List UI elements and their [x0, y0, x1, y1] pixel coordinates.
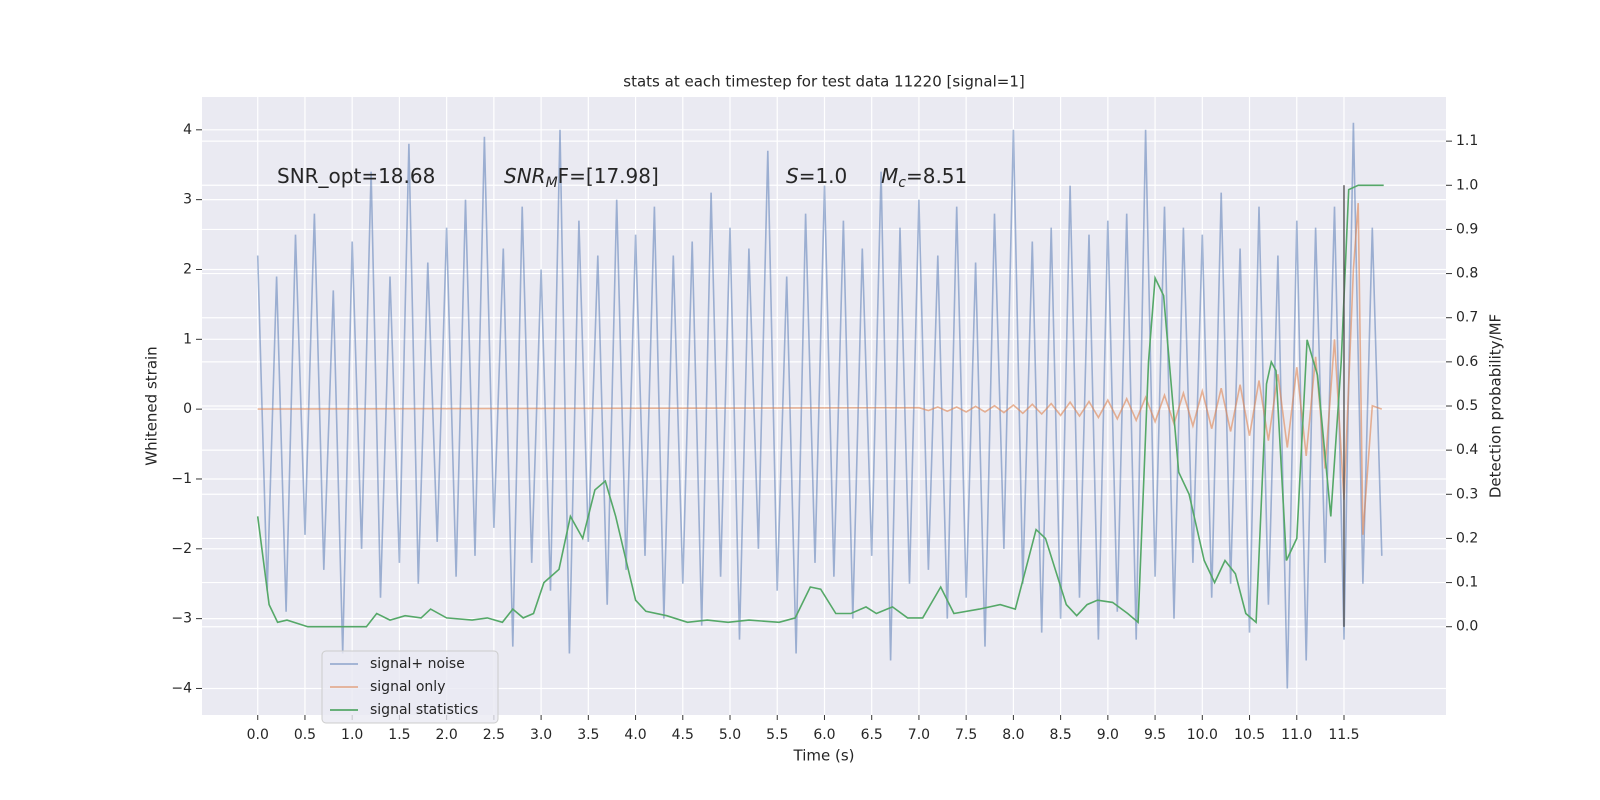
series-line: [256, 184, 1384, 628]
annotation-main: SNR: [504, 164, 546, 188]
x-tick-label: 5.5: [766, 727, 788, 743]
annotation: SNRMF=[17.98]: [504, 164, 659, 192]
x-tick-label: 8.0: [1002, 727, 1024, 743]
annotation-main: SNR_opt=18.68: [277, 164, 435, 188]
x-tick-label: 5.0: [719, 727, 741, 743]
y-tick-label: −3: [171, 611, 192, 627]
y2-tick-label: 1.0: [1456, 177, 1478, 193]
x-tick-label: 11.5: [1328, 727, 1359, 743]
y2-tick-label: 0.0: [1456, 619, 1478, 635]
y2-tick-label: 0.7: [1456, 310, 1478, 326]
y2-tick-label: 0.1: [1456, 575, 1478, 591]
x-tick-label: 0.0: [247, 727, 269, 743]
y2-tick-label: 0.4: [1456, 442, 1478, 458]
series-line: [257, 203, 1383, 535]
annotation: Mc=8.51: [881, 164, 967, 192]
legend: signal+ noise signal only signal statistic…: [321, 650, 499, 724]
y-tick-label: 1: [183, 331, 192, 347]
x-tick-label: 3.0: [530, 727, 552, 743]
annotation-sub: c: [898, 175, 906, 191]
annotation: SNR_opt=18.68: [277, 164, 435, 188]
x-tick-label: 10.0: [1187, 727, 1218, 743]
y2-tick-label: 0.9: [1456, 221, 1478, 237]
y-tick-label: −2: [171, 541, 192, 557]
y-tick-label: 4: [183, 122, 192, 138]
x-tick-label: 11.0: [1281, 727, 1312, 743]
series-line: [256, 122, 1383, 689]
y2-tick-label: 0.2: [1456, 530, 1478, 546]
x-tick-label: 1.5: [388, 727, 410, 743]
y-tick-label: −1: [171, 471, 192, 487]
x-axis-label: Time (s): [793, 747, 855, 765]
x-tick-label: 4.5: [672, 727, 694, 743]
annotation-rest: F=[17.98]: [558, 164, 659, 188]
x-tick-label: 1.0: [341, 727, 363, 743]
x-tick-label: 9.0: [1097, 727, 1119, 743]
x-tick-label: 9.5: [1144, 727, 1166, 743]
annotation-main: S: [786, 164, 799, 188]
x-tick-label: 3.5: [577, 727, 599, 743]
y-tick-label: 0: [183, 401, 192, 417]
x-tick-label: 2.0: [436, 727, 458, 743]
legend-label: signal+ noise: [370, 656, 465, 672]
annotation-main: M: [881, 164, 898, 188]
y2-tick-label: 0.3: [1456, 486, 1478, 502]
y2-axis-label: Detection probability/MF: [1487, 314, 1505, 498]
x-tick-label: 6.5: [861, 727, 883, 743]
y-tick-label: 3: [183, 192, 192, 208]
chart-title: stats at each timestep for test data 112…: [623, 73, 1024, 91]
annotation-rest: =8.51: [906, 164, 967, 188]
annotation: S=1.0: [786, 164, 847, 188]
annotation-sub: M: [546, 175, 558, 191]
x-tick-label: 6.0: [813, 727, 835, 743]
y-tick-label: 2: [183, 261, 192, 277]
x-tick-label: 7.5: [955, 727, 977, 743]
y-axis-label: Whitened strain: [143, 346, 161, 465]
x-tick-label: 2.5: [483, 727, 505, 743]
y2-tick-label: 1.1: [1456, 133, 1478, 149]
x-tick-label: 4.0: [624, 727, 646, 743]
y-tick-label: −4: [171, 680, 192, 696]
x-tick-label: 10.5: [1234, 727, 1265, 743]
legend-label: signal statistics: [370, 702, 478, 718]
x-tick-label: 7.0: [908, 727, 930, 743]
y2-tick-label: 0.6: [1456, 354, 1478, 370]
legend-box: [321, 650, 499, 724]
annotation-rest: =1.0: [799, 164, 848, 188]
y2-tick-label: 0.8: [1456, 266, 1478, 282]
x-tick-label: 0.5: [294, 727, 316, 743]
x-tick-label: 8.5: [1049, 727, 1071, 743]
y2-tick-label: 0.5: [1456, 398, 1478, 414]
legend-label: signal only: [370, 679, 445, 695]
